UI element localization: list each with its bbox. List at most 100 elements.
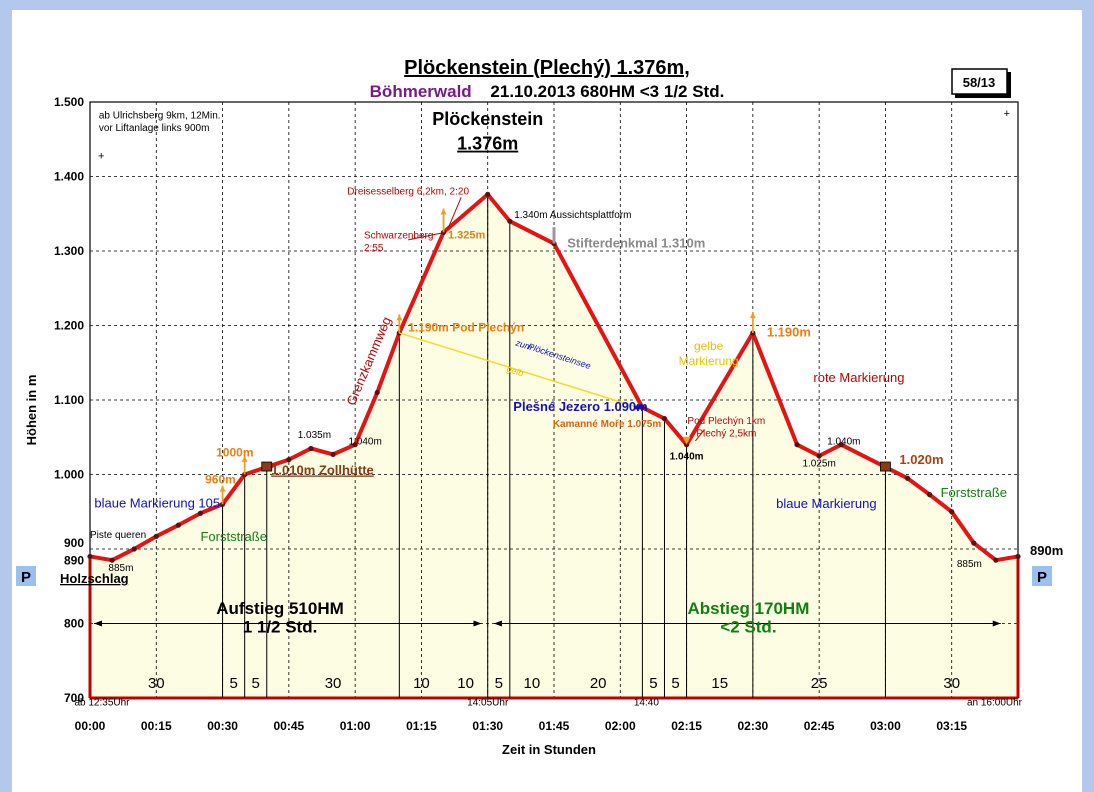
y-tick-label: 1.200 [54,319,84,333]
x-tick-label: 02:30 [738,719,769,733]
direction-arrowhead [440,208,447,215]
annotation: Kamanné Moře 1.075m [553,419,661,430]
end-altitude-label: 890m [1030,543,1063,558]
chart-subtitle: Böhmerwald 21.10.2013 680HM <3 1/2 Std. [370,82,725,101]
x-axis-label: Zeit in Stunden [502,742,596,757]
annotation: Aufstieg 510HM [216,599,344,618]
x-tick-label: 02:15 [671,719,702,733]
x-tick-label: 01:30 [472,719,503,733]
direction-arrowhead [682,436,691,445]
profile-point [971,540,977,546]
y-axis-label: Höhen in m [24,375,39,446]
y-tick-label: 800 [64,617,84,631]
region-label: Böhmerwald [370,82,472,101]
annotation: vor Liftanlage links 900m [99,123,210,134]
segment-duration: 5 [649,675,657,692]
annotation: ab Ulrichsberg 9km, 12Min. [99,110,221,121]
hut-marker [880,461,891,472]
annotation: 1.035m [298,430,331,441]
profile-point [286,457,292,463]
annotation: Plechý 2,5km [696,429,756,440]
annotation: blaue Markierung 105 [94,495,220,510]
profile-point [153,533,159,539]
segment-duration: 15 [711,675,728,692]
chart-title: Plöckenstein (Plechý) 1.376m, [404,57,690,79]
annotation: Plöckenstein [432,109,543,129]
span-arrowhead [992,620,1001,627]
parking-label: P [1037,569,1047,586]
side-labels: 1.500 1.400 1.300 1.200 1.100 1.000 900 890 800 7… [16,95,1063,733]
x-tick-label: 02:00 [605,719,636,733]
direction-arrowhead [396,314,403,321]
parking-label: P [21,569,31,586]
lake-marker [633,405,642,410]
annotation: Markierung [679,354,739,368]
segment-duration: 30 [325,675,342,692]
profile-point [87,553,93,560]
y-tick-label: 1.100 [54,393,84,407]
x-tick-label: 00:00 [75,719,106,733]
annotation: 1.040m [670,452,704,463]
direction-arrowhead [219,485,226,492]
annotation: 1.010m Zollhütte [271,463,374,478]
profile-point [661,416,668,422]
direction-arrowhead [241,455,248,462]
annotation: 960m [205,472,236,486]
x-tick-label: 00:45 [274,719,305,733]
segment-duration: 10 [457,675,474,692]
x-tick-label: 01:45 [539,719,570,733]
annotation: 1.190m [767,325,811,340]
parking-sign [1032,566,1052,586]
x-tick-label: 03:15 [936,719,967,733]
direction-arrowhead [749,312,756,319]
x-tick-label: 01:00 [340,719,371,733]
y-tick-label: 700 [64,691,84,705]
y-tick-label: 1.500 [54,95,84,109]
rotated-annotation: gelb [506,364,525,379]
page-number-badge: 58/13 [951,68,1011,98]
parking-sign [16,566,36,586]
branch-arrow [447,197,462,229]
y-tick-label: 900 [64,536,84,550]
annotation: <2 Std. [720,617,776,636]
span-arrowhead [473,620,482,627]
profile-point [993,557,999,563]
profile-point [374,389,380,396]
x-tick-label: 02:45 [804,719,835,733]
annotation: gelbe [694,339,724,353]
annotation: 1.376m [457,134,518,154]
profile-point [794,442,800,448]
segment-duration: 10 [413,675,430,692]
segment-duration: 10 [524,675,541,692]
branch-arrow [408,232,442,241]
x-tick-label: 03:00 [870,719,901,733]
x-tick-label: 01:15 [406,719,437,733]
annotation: rote Markierung [813,370,904,385]
lake-connector [399,332,639,409]
segment-duration: 5 [229,675,237,692]
annotation: Abstieg 170HM [688,599,810,618]
annotation: Dreisesselberg 6,2km, 2:20 [347,186,469,197]
segment-duration: 5 [495,675,503,692]
annotation: Piste queren [90,530,146,541]
profile-point [352,442,358,448]
annotation: ab 12:35Uhr [74,697,130,708]
annotation: Schwarzenberg [364,230,433,241]
annotation: Pod Plechýn 1km [687,416,765,427]
segment-duration: 30 [943,675,960,692]
annotation: 1.025m [802,458,835,469]
start-place-label: Holzschlag [60,571,129,586]
annotation: Stifterdenkmal 1.310m [567,235,705,250]
annotation: Plešné Jezero 1.090m [513,399,647,414]
y-tick-label: 1.000 [54,468,84,482]
annotation: 14:40 [634,697,659,708]
profile-point [1015,553,1021,560]
annotation: 1.190m Pod Plechýn [408,320,524,334]
annotation: 1 1/2 Std. [243,617,318,636]
segment-duration: 5 [252,675,260,692]
x-tick-label: 00:30 [207,719,238,733]
annotation: 1.040m [348,437,381,448]
subtitle-details: 21.10.2013 680HM <3 1/2 Std. [490,82,724,101]
annotation: Forststraße [200,529,266,544]
